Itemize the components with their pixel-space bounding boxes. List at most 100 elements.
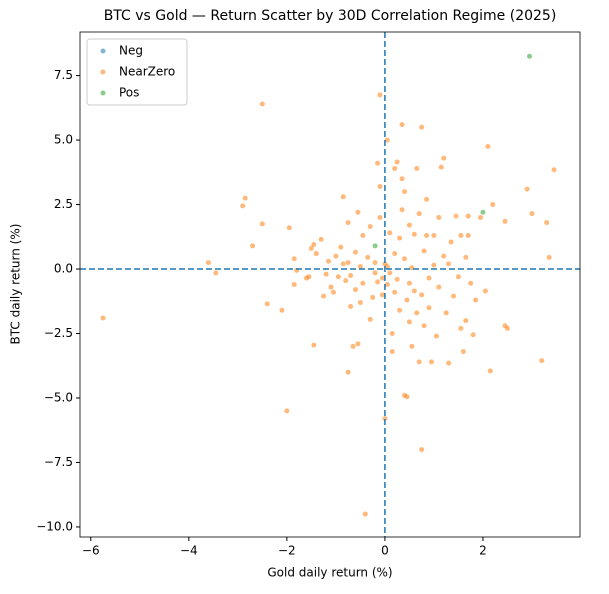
point — [389, 331, 395, 337]
point — [348, 272, 354, 278]
point — [291, 256, 297, 262]
point — [448, 239, 454, 245]
point — [551, 167, 557, 173]
point — [453, 213, 459, 219]
point — [340, 194, 346, 200]
point — [399, 122, 405, 128]
point — [458, 325, 464, 331]
point — [360, 232, 366, 238]
point — [286, 225, 292, 231]
legend-label: Neg — [119, 44, 143, 58]
point — [321, 293, 327, 299]
point — [345, 260, 351, 266]
point — [421, 323, 427, 329]
point — [524, 186, 530, 192]
point — [372, 260, 378, 266]
y-tick-label: 5.0 — [54, 133, 73, 147]
point — [338, 244, 344, 250]
point — [259, 101, 265, 107]
point — [419, 447, 425, 453]
point — [387, 270, 393, 276]
point — [284, 408, 290, 414]
point — [345, 369, 351, 375]
point — [431, 232, 437, 238]
point — [350, 343, 356, 349]
point — [333, 253, 339, 259]
point — [399, 207, 405, 213]
point — [392, 165, 398, 171]
y-tick-label: 0.0 — [54, 262, 73, 276]
point — [406, 319, 412, 325]
point — [394, 276, 400, 282]
point — [438, 164, 444, 170]
point — [384, 282, 390, 287]
point — [394, 159, 400, 165]
point — [411, 288, 417, 294]
point — [352, 249, 358, 255]
point — [311, 342, 317, 348]
point — [482, 288, 488, 294]
x-tick-label: −6 — [82, 544, 100, 558]
point — [372, 243, 378, 249]
legend-marker — [100, 69, 106, 75]
point — [470, 332, 476, 338]
point — [397, 235, 403, 241]
point — [441, 253, 447, 259]
point — [502, 218, 508, 224]
point — [416, 211, 422, 217]
point — [414, 165, 420, 171]
point — [311, 242, 317, 248]
point — [411, 231, 417, 237]
point — [404, 394, 410, 400]
point — [443, 310, 449, 316]
point — [306, 274, 312, 280]
point — [431, 262, 437, 268]
point — [428, 359, 434, 365]
point — [451, 293, 457, 299]
x-tick-label: 0 — [381, 544, 389, 558]
point — [330, 289, 336, 295]
point — [242, 195, 248, 201]
point — [375, 160, 381, 166]
point — [406, 222, 412, 228]
point — [397, 307, 403, 313]
point — [313, 251, 319, 257]
point — [473, 297, 479, 303]
point — [446, 261, 452, 267]
point — [213, 270, 219, 276]
point — [389, 349, 395, 355]
point — [527, 53, 533, 59]
point — [318, 236, 324, 242]
point — [377, 92, 383, 98]
point — [539, 358, 545, 364]
point — [375, 279, 381, 285]
point — [343, 278, 349, 284]
point — [250, 243, 256, 249]
point — [352, 287, 358, 293]
point — [468, 280, 474, 286]
point — [100, 315, 106, 321]
point — [323, 271, 329, 277]
point — [421, 248, 427, 254]
point — [480, 209, 486, 215]
x-tick-label: −4 — [180, 544, 198, 558]
y-tick-label: −7.5 — [44, 455, 73, 469]
point — [414, 310, 420, 316]
point — [264, 301, 270, 307]
point — [402, 189, 408, 195]
legend-label: Pos — [119, 86, 139, 100]
point — [392, 251, 398, 257]
point — [465, 213, 471, 219]
point — [360, 280, 366, 286]
legend-label: NearZero — [119, 65, 175, 79]
x-tick-label: 2 — [479, 544, 487, 558]
point — [406, 280, 412, 286]
y-tick-label: −5.0 — [44, 390, 73, 404]
point — [291, 282, 297, 287]
point — [372, 270, 378, 276]
point — [335, 274, 341, 280]
point — [326, 258, 332, 264]
point — [455, 274, 461, 280]
point — [384, 263, 390, 269]
point — [399, 176, 405, 182]
